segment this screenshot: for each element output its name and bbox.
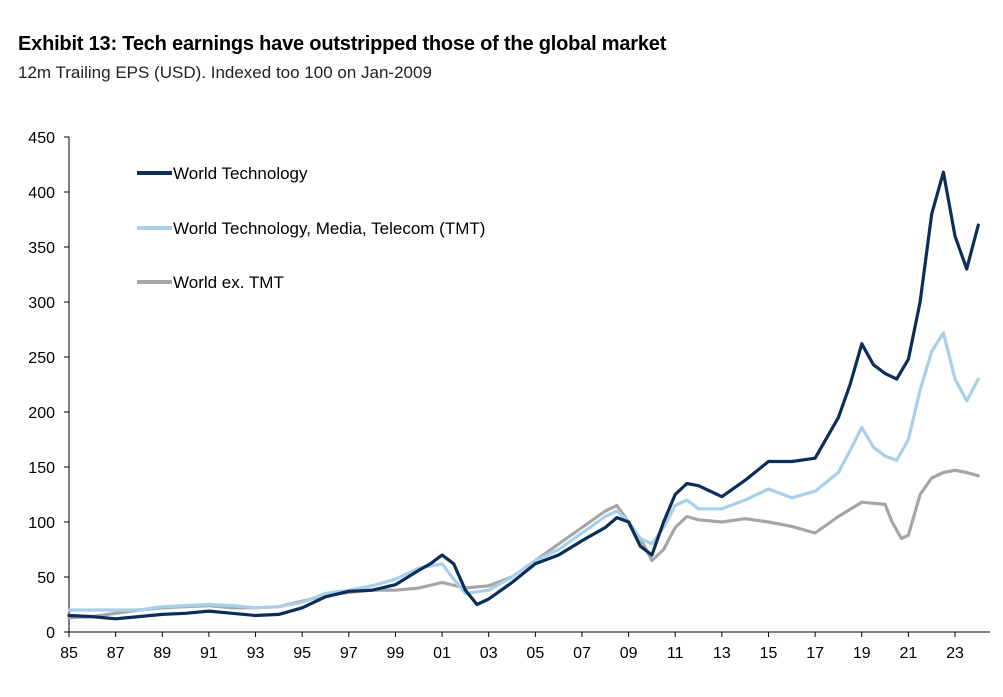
y-tick-label: 250	[28, 350, 55, 367]
x-tick-label: 05	[526, 645, 544, 662]
x-tick-label: 19	[853, 645, 871, 662]
x-tick-label: 13	[713, 645, 731, 662]
x-tick-label: 09	[620, 645, 638, 662]
y-tick-label: 200	[28, 405, 55, 422]
x-tick-label: 91	[200, 645, 218, 662]
series-line-1	[67, 331, 980, 612]
y-tick-label: 50	[37, 570, 55, 587]
y-tick-label: 350	[28, 240, 55, 257]
x-tick-label: 85	[60, 645, 78, 662]
x-tick-label: 01	[433, 645, 451, 662]
x-tick-label: 87	[107, 645, 125, 662]
legend-label: World Technology	[173, 164, 308, 183]
x-tick-label: 15	[760, 645, 778, 662]
legend: World Technology World Technology, Media,…	[137, 164, 485, 292]
x-tick-label: 11	[667, 645, 684, 662]
y-tick-label: 100	[28, 515, 55, 532]
x-tick-label: 99	[387, 645, 405, 662]
x-tick-label: 97	[340, 645, 358, 662]
series-line-2	[67, 468, 980, 620]
chart-title: Exhibit 13: Tech earnings have outstripp…	[18, 33, 667, 55]
x-tick-label: 03	[480, 645, 498, 662]
series-line-0	[67, 170, 980, 621]
chart-subtitle: 12m Trailing EPS (USD). Indexed too 100 …	[18, 63, 432, 82]
y-tick-label: 0	[46, 625, 55, 642]
y-tick-label: 150	[28, 460, 55, 477]
series-layer	[67, 170, 980, 621]
x-tick-label: 07	[573, 645, 591, 662]
x-tick-label: 17	[806, 645, 824, 662]
legend-label: World ex. TMT	[173, 273, 284, 292]
x-tick-label: 95	[293, 645, 311, 662]
x-tick-label: 93	[247, 645, 265, 662]
y-tick-label: 400	[28, 185, 55, 202]
x-tick-label: 89	[153, 645, 171, 662]
x-tick-label: 21	[899, 645, 917, 662]
x-tick-label: 23	[946, 645, 964, 662]
y-tick-label: 300	[28, 295, 55, 312]
y-tick-label: 450	[28, 130, 55, 147]
legend-label: World Technology, Media, Telecom (TMT)	[173, 219, 485, 238]
